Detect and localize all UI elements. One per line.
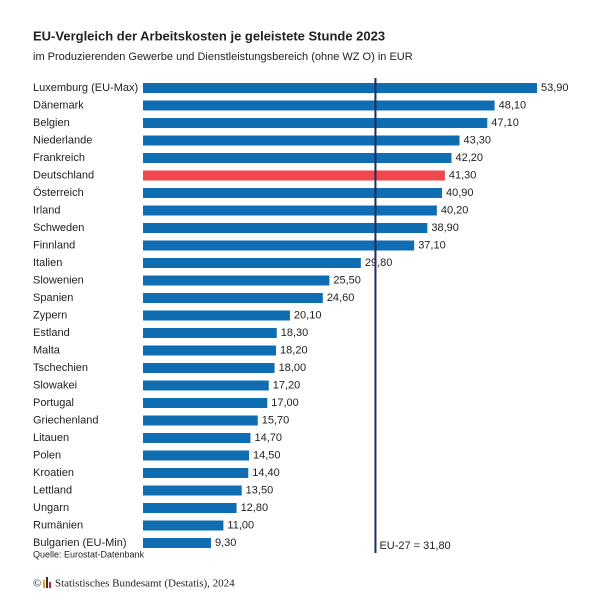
y-tick-label: Österreich: [33, 187, 84, 199]
y-tick-label: Italien: [33, 257, 62, 269]
y-tick-label: Litauen: [33, 432, 69, 444]
value-label: 11,00: [227, 519, 254, 531]
value-label: 14,40: [252, 467, 280, 479]
bar: [143, 380, 269, 391]
bar: [143, 240, 415, 251]
bar: [143, 153, 452, 163]
value-label: 17,20: [273, 379, 301, 391]
y-tick-label: Spanien: [33, 292, 73, 304]
y-tick-label: Deutschland: [33, 169, 94, 181]
bar: [143, 205, 437, 216]
bar: [143, 485, 242, 496]
bar: [143, 135, 460, 146]
y-tick-label: Malta: [33, 344, 61, 356]
value-label: 14,50: [253, 449, 281, 461]
bar: [143, 398, 268, 408]
y-tick-label: Estland: [33, 327, 70, 339]
y-tick-label: Belgien: [33, 117, 70, 129]
y-tick-label: Schweden: [33, 222, 84, 234]
source: Quelle: Eurostat-Datenbank: [33, 549, 145, 559]
y-tick-label: Portugal: [33, 397, 74, 409]
value-label: 53,90: [541, 82, 569, 94]
y-tick-label: Luxemburg (EU-Max): [33, 82, 138, 94]
value-label: 18,30: [281, 327, 309, 339]
bar: [143, 118, 488, 128]
value-label: 37,10: [418, 239, 446, 251]
bar: [143, 450, 249, 461]
y-tick-label: Irland: [33, 204, 61, 216]
value-label: 48,10: [499, 99, 527, 111]
value-label: 40,20: [441, 204, 469, 216]
bar: [143, 538, 211, 548]
bar: [143, 503, 237, 513]
bar: [143, 188, 442, 198]
value-label: 18,00: [279, 362, 307, 374]
value-label: 13,50: [246, 484, 274, 496]
y-tick-label: Polen: [33, 449, 61, 461]
y-tick-label: Dänemark: [33, 99, 84, 111]
bar: [143, 433, 251, 443]
y-tick-label: Tschechien: [33, 362, 88, 374]
value-label: 17,00: [271, 397, 299, 409]
footer: Statistisches Bundesamt (Destatis), 2024: [55, 578, 235, 590]
y-tick-label: Frankreich: [33, 152, 85, 164]
bar: [143, 293, 323, 303]
value-label: 38,90: [431, 222, 459, 234]
value-label: 29,80: [365, 257, 393, 269]
y-tick-label: Lettland: [33, 484, 72, 496]
bar: [143, 468, 249, 478]
y-tick-label: Griechenland: [33, 414, 98, 426]
value-label: 41,30: [449, 169, 477, 181]
value-label: 42,20: [455, 152, 483, 164]
reference-label: EU-27 = 31,80: [379, 540, 450, 552]
bar: [143, 258, 361, 268]
y-tick-label: Slowakei: [33, 379, 77, 391]
bar: [143, 328, 277, 338]
y-tick-label: Niederlande: [33, 134, 92, 146]
y-tick-label: Kroatien: [33, 467, 74, 479]
value-label: 24,60: [327, 292, 355, 304]
bar: [143, 345, 277, 356]
value-label: 43,30: [464, 134, 492, 146]
bar: [143, 100, 495, 111]
value-label: 15,70: [262, 414, 290, 426]
value-label: 20,10: [294, 309, 322, 321]
bar: [143, 310, 290, 321]
value-label: 25,50: [333, 274, 361, 286]
bar: [143, 275, 330, 286]
y-tick-label: Slowenien: [33, 274, 84, 286]
y-tick-label: Finnland: [33, 239, 75, 251]
bar: [143, 520, 224, 531]
bar: [143, 363, 275, 373]
y-tick-label: Rumänien: [33, 519, 83, 531]
y-tick-label: Bulgarien (EU-Min): [33, 537, 127, 549]
bar: [143, 83, 537, 93]
y-tick-label: Ungarn: [33, 502, 69, 514]
chart-title: EU-Vergleich der Arbeitskosten je geleis…: [33, 28, 385, 43]
value-label: 47,10: [491, 117, 519, 129]
chart-subtitle: im Produzierenden Gewerbe und Dienstleis…: [33, 51, 413, 63]
value-label: 40,90: [446, 187, 474, 199]
value-label: 9,30: [215, 537, 236, 549]
bar: [143, 170, 445, 181]
value-label: 12,80: [241, 502, 269, 514]
bar: [143, 223, 428, 233]
logo: [43, 577, 51, 588]
copyright: ©: [33, 578, 41, 590]
bar: [143, 415, 258, 426]
value-label: 14,70: [254, 432, 282, 444]
value-label: 18,20: [280, 344, 308, 356]
y-tick-label: Zypern: [33, 309, 67, 321]
